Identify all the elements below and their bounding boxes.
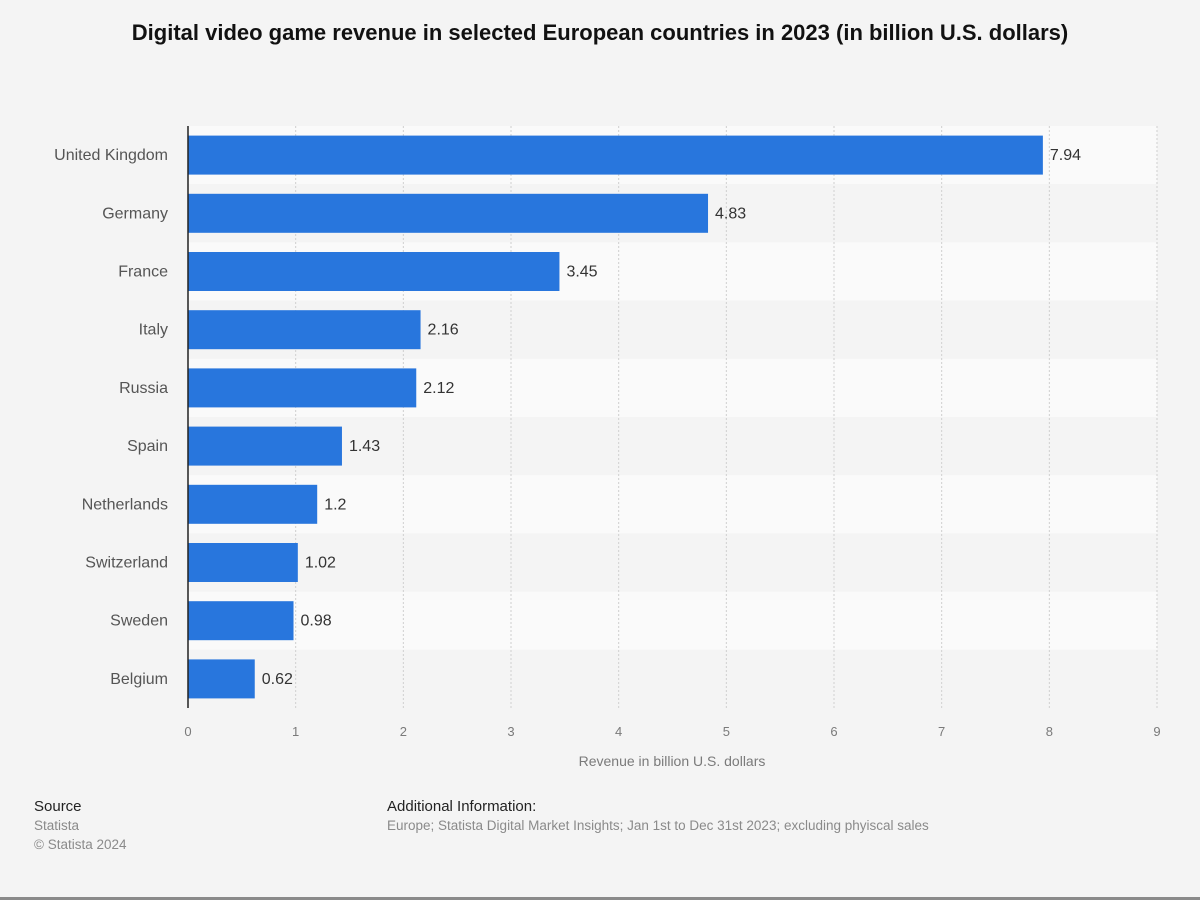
row-band <box>188 417 1157 476</box>
chart-title: Digital video game revenue in selected E… <box>131 20 1069 45</box>
row-band <box>188 649 1157 708</box>
additional-info-block: Additional Information: Europe; Statista… <box>387 797 929 835</box>
data-label: 2.16 <box>428 322 459 339</box>
category-label: Russia <box>119 380 168 397</box>
category-label: Belgium <box>110 671 168 688</box>
info-text: Europe; Statista Digital Market Insights… <box>387 818 929 833</box>
category-label: Netherlands <box>82 496 168 513</box>
data-label: 1.02 <box>305 555 336 572</box>
category-label: Switzerland <box>85 555 168 572</box>
x-tick-label: 1 <box>292 724 299 739</box>
bar <box>188 601 294 641</box>
bar <box>188 252 560 291</box>
x-tick-label: 7 <box>938 724 945 739</box>
data-label: 0.98 <box>301 613 332 630</box>
bar <box>188 368 417 408</box>
category-label: France <box>118 264 168 281</box>
category-label: Spain <box>127 438 168 455</box>
bar <box>188 543 298 582</box>
x-tick-label: 5 <box>723 724 730 739</box>
data-label: 2.12 <box>423 380 454 397</box>
copyright: © Statista 2024 <box>34 837 127 852</box>
x-tick-label: 2 <box>400 724 407 739</box>
category-label: Italy <box>139 322 168 339</box>
x-tick-label: 4 <box>615 724 622 739</box>
data-label: 1.43 <box>349 438 380 455</box>
source-block: Source Statista © Statista 2024 <box>34 797 127 854</box>
bar <box>188 193 709 233</box>
bar <box>188 659 255 699</box>
category-label: Germany <box>102 205 168 222</box>
data-label: 0.62 <box>262 671 293 688</box>
source-title: Source <box>34 798 82 815</box>
x-axis-title: Revenue in billion U.S. dollars <box>579 753 766 769</box>
bar-chart: 0 1 2 3 4 5 6 7 8 9 United Kingdom 7.94 Germany 4.83 F… <box>54 126 1161 769</box>
bar <box>188 426 342 466</box>
x-tick-label: 8 <box>1046 724 1053 739</box>
x-tick-label: 9 <box>1153 724 1160 739</box>
category-label: United Kingdom <box>54 147 168 164</box>
x-tick-label: 6 <box>830 724 837 739</box>
bottom-border <box>0 897 1200 900</box>
row-band <box>188 533 1157 592</box>
category-label: Sweden <box>110 613 168 630</box>
data-label: 3.45 <box>566 264 597 281</box>
x-tick-label: 0 <box>184 724 191 739</box>
source-name: Statista <box>34 818 80 833</box>
data-label: 1.2 <box>324 496 346 513</box>
bar <box>188 310 421 350</box>
bar <box>188 135 1043 175</box>
x-tick-label: 3 <box>507 724 514 739</box>
data-label: 7.94 <box>1050 147 1081 164</box>
bar <box>188 484 318 524</box>
row-band <box>188 475 1157 534</box>
info-title: Additional Information: <box>387 798 537 815</box>
row-band <box>188 591 1157 650</box>
data-label: 4.83 <box>715 205 746 222</box>
